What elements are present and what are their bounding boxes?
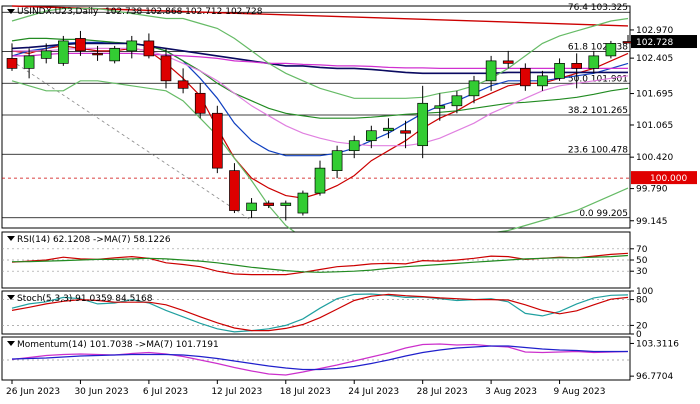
candle-bullish	[537, 75, 548, 87]
candle-bullish	[246, 202, 257, 211]
price-axis-label: 100.420	[636, 153, 673, 163]
candle-bullish	[58, 40, 69, 64]
fib-label: 38.2 101.265	[568, 106, 628, 116]
fib-label: 23.6 100.478	[568, 145, 628, 155]
candle-bearish	[177, 80, 189, 89]
candle-bearish	[92, 53, 103, 56]
level-100-label: 100.000	[650, 174, 687, 184]
rsi-axis-label: 70	[636, 245, 648, 255]
stoch-axis-label: 0	[636, 330, 642, 340]
x-axis-label: 24 Jul 2023	[348, 387, 399, 397]
candle-bullish	[554, 63, 565, 79]
candle-bullish	[366, 130, 377, 142]
candle-bullish	[297, 192, 309, 214]
x-axis-label: 30 Jun 2023	[74, 387, 128, 397]
candle-bullish	[588, 55, 600, 69]
candle-bearish	[75, 38, 86, 52]
stoch-title: Stoch(5,3,3) 91.0359 84.5168	[17, 294, 153, 304]
candle-bearish	[6, 58, 18, 69]
price-axis-label: 99.145	[636, 217, 668, 227]
price-axis-label: 101.695	[636, 90, 673, 100]
stoch-axis-label: 20	[636, 321, 648, 331]
rsi-axis-label: 50	[636, 256, 648, 266]
ohlc-readout: 102.738 102.868 102.712 102.728	[105, 7, 263, 17]
fib-label: 50.0 101.901	[568, 74, 628, 84]
candle-bearish	[520, 68, 531, 87]
x-axis-label: 18 Jul 2023	[280, 387, 331, 397]
price-axis-label: 102.970	[636, 26, 673, 36]
candle-bullish	[280, 202, 292, 206]
rsi-axis-label: 30	[636, 267, 648, 277]
x-axis-label: 3 Aug 2023	[485, 387, 537, 397]
stoch-line	[11, 293, 629, 332]
collapse-triangle-icon	[7, 341, 15, 346]
current-price-box	[631, 35, 697, 49]
candle-bullish	[468, 80, 480, 97]
candle-bearish	[160, 55, 172, 82]
stoch-axis-label: 100	[636, 287, 653, 297]
candle-bearish	[400, 130, 411, 134]
candle-bullish	[348, 140, 360, 152]
candle-bullish	[40, 50, 52, 59]
x-axis-label: 26 Jun 2023	[6, 387, 60, 397]
fib-label: 76.4 103.325	[568, 3, 628, 13]
candle-bullish	[434, 105, 446, 109]
momentum-title: Momentum(14) 101.7038 ->MA(7) 101.7191	[17, 340, 219, 350]
candle-bullish	[109, 48, 120, 62]
candle-bullish	[417, 102, 428, 147]
candle-bullish	[383, 127, 394, 132]
price-overlay-line	[11, 7, 629, 99]
candle-bullish	[126, 40, 138, 52]
candle-bullish	[23, 55, 35, 69]
x-axis-label: 6 Jul 2023	[143, 387, 188, 397]
collapse-triangle-icon	[7, 236, 15, 241]
price-axis-label: 102.405	[636, 54, 673, 64]
level-100-box	[631, 171, 697, 185]
candle-bearish	[502, 60, 514, 64]
candle-bearish	[263, 202, 274, 206]
x-axis-label: 9 Aug 2023	[554, 387, 606, 397]
candle-bearish	[212, 112, 223, 169]
momentum-axis-label: 96.7704	[636, 372, 673, 382]
collapse-triangle-icon	[7, 9, 15, 14]
candle-bearish	[143, 40, 155, 57]
price-axis-label: 101.065	[636, 121, 673, 131]
candle-bullish	[605, 43, 617, 57]
rsi-line	[12, 254, 629, 273]
momentum-line	[11, 345, 628, 371]
x-axis-label: 28 Jul 2023	[417, 387, 468, 397]
price-axis-label: 99.790	[636, 185, 668, 195]
candle-bearish	[229, 170, 240, 211]
fib-label: 61.8 102.538	[568, 42, 628, 52]
candle-bullish	[314, 167, 326, 194]
current-price-label: 102.728	[636, 38, 673, 48]
momentum-axis-label: 103.3116	[636, 339, 679, 349]
chart-title: USINDX.U23,Daily	[17, 7, 99, 17]
stoch-line	[11, 293, 629, 333]
momentum-panel-frame	[1, 336, 631, 381]
candle-bearish	[571, 63, 582, 69]
candle-bearish	[194, 92, 206, 114]
price-overlay-line	[11, 37, 629, 119]
x-axis-label: 12 Jul 2023	[211, 387, 262, 397]
stoch-axis-label: 80	[636, 296, 648, 306]
collapse-triangle-icon	[7, 295, 15, 300]
candle-bullish	[331, 150, 343, 171]
rsi-title: RSI(14) 62.1208 ->MA(7) 58.1226	[17, 235, 171, 245]
fib-label: 0.0 99.205	[579, 209, 628, 219]
stoch-panel-frame	[1, 290, 631, 335]
candle-bullish	[451, 95, 463, 107]
candle-bullish	[485, 60, 497, 82]
red-trend-line	[11, 5, 629, 27]
